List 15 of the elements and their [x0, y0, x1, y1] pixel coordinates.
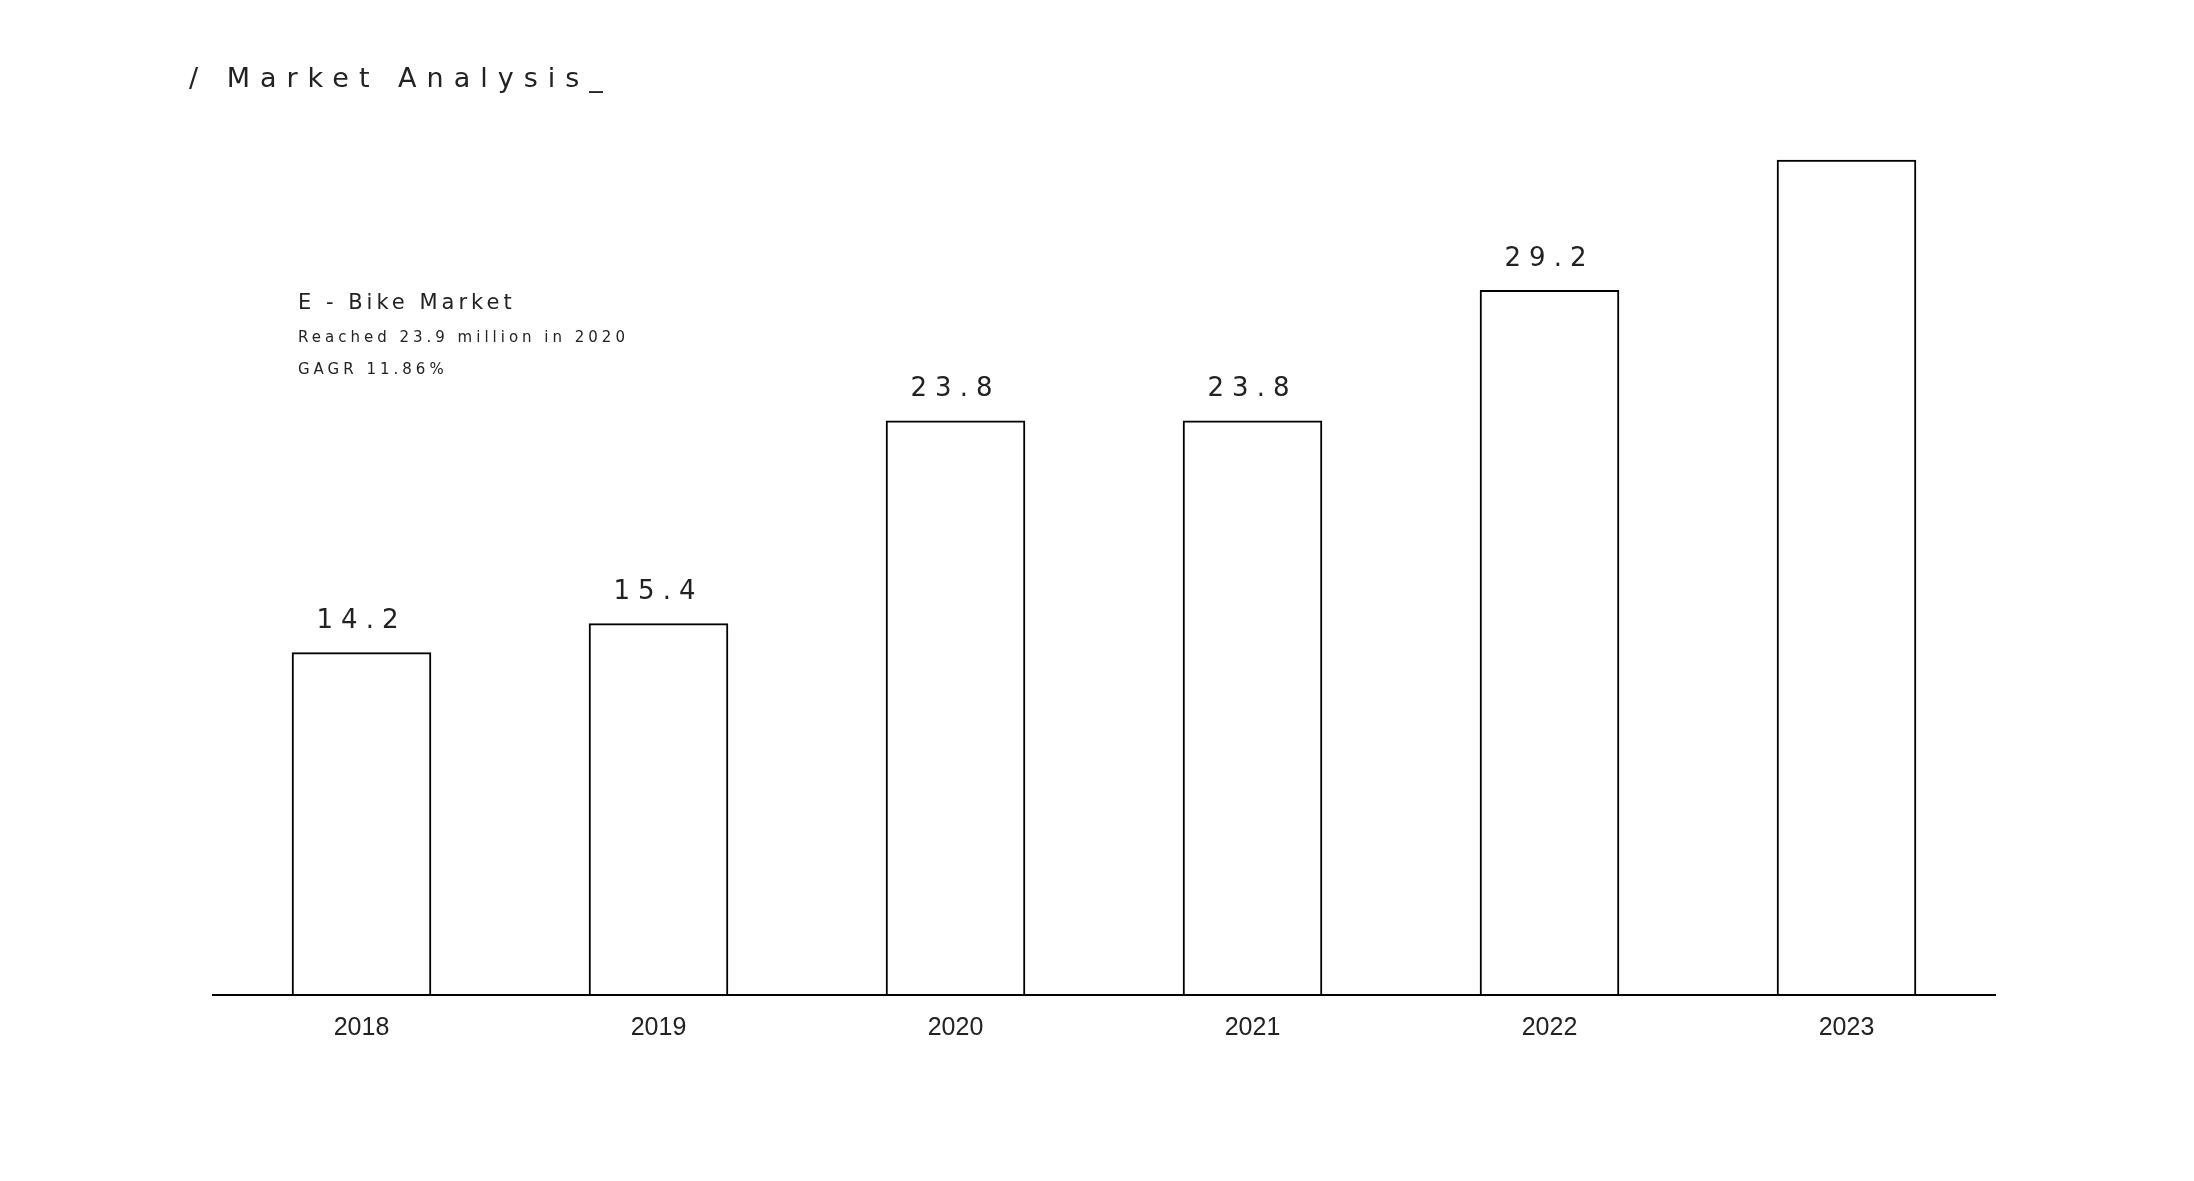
- annotation: Reached 23.9 million in 2020: [298, 328, 629, 346]
- data-label: 23.8: [910, 372, 1001, 403]
- x-tick-label: 2022: [1521, 1011, 1578, 1040]
- x-tick-label: 2019: [630, 1011, 687, 1040]
- data-label: 23.8: [1207, 372, 1298, 403]
- data-label: 29.2: [1504, 241, 1595, 272]
- data-label: 15.4: [613, 574, 704, 605]
- annotation: GAGR 11.86%: [298, 360, 449, 378]
- x-tick-label: 2021: [1224, 1011, 1281, 1040]
- x-tick-label: 2023: [1818, 1011, 1875, 1040]
- annotation: E - Bike Market: [298, 290, 517, 314]
- x-tick-label: 2018: [333, 1011, 390, 1040]
- data-label: 14.2: [316, 603, 407, 634]
- chart-title: / Market Analysis_: [189, 62, 613, 93]
- x-tick-label: 2020: [927, 1011, 984, 1040]
